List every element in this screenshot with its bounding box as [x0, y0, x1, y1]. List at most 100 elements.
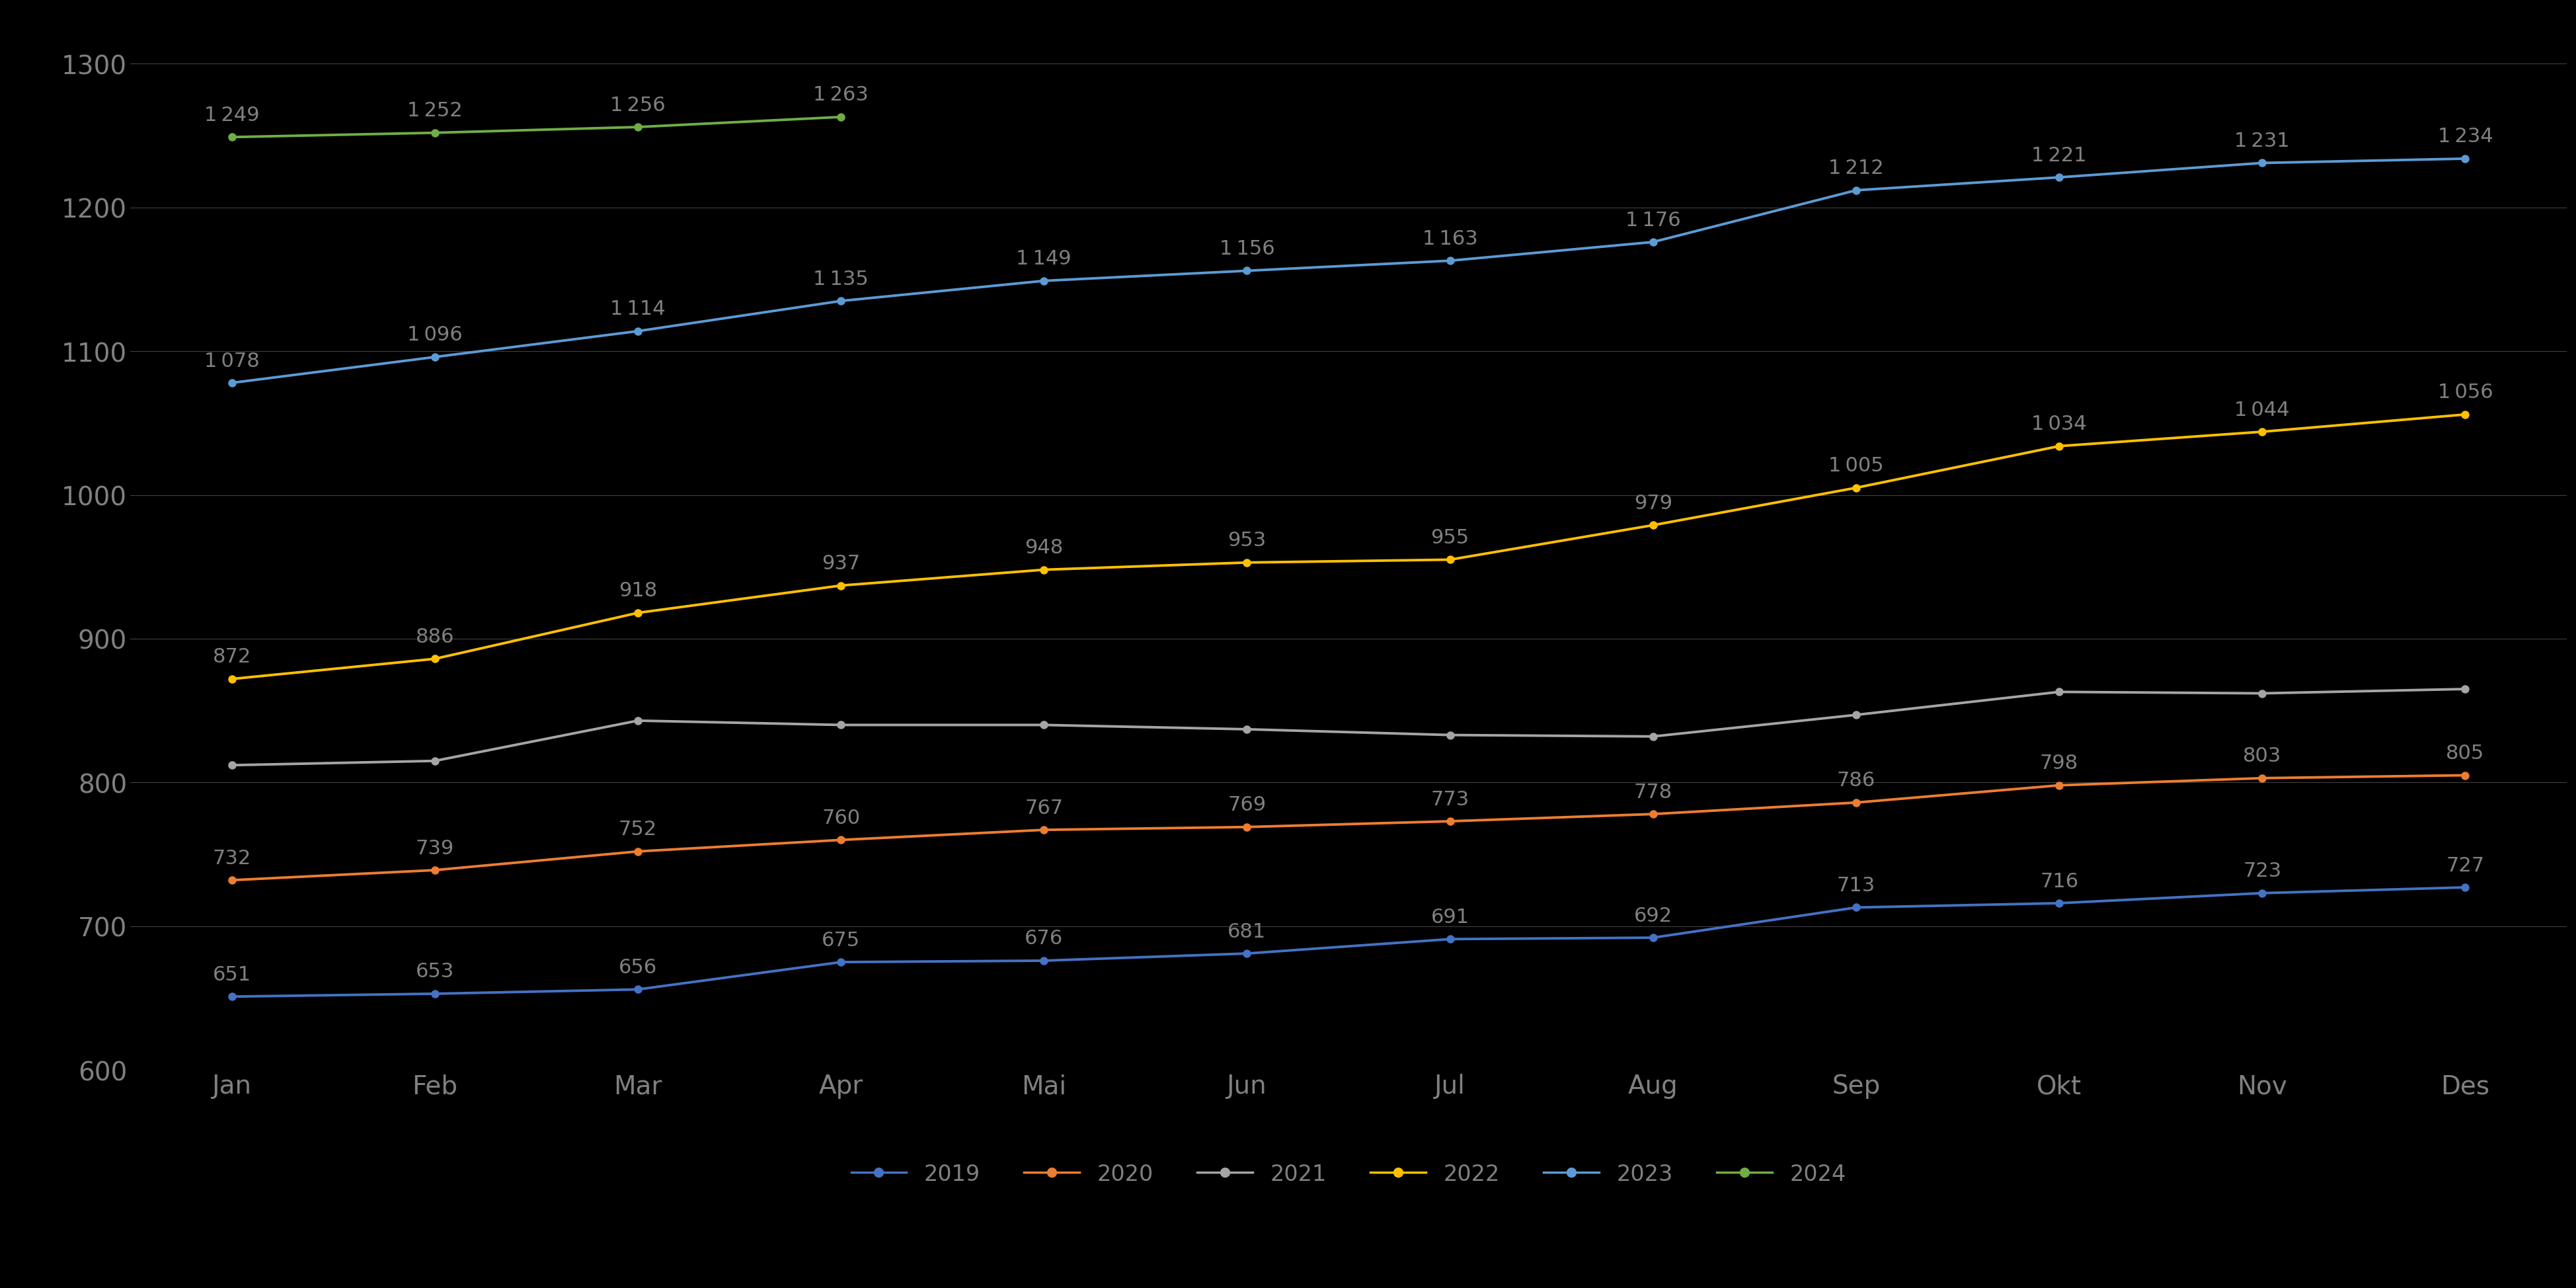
Text: 948: 948 — [1025, 538, 1064, 558]
2022 — [1638, 518, 1669, 533]
2021 — [824, 717, 855, 733]
Text: 739: 739 — [415, 838, 453, 858]
Text: 803: 803 — [2241, 746, 2280, 765]
Text: 872: 872 — [211, 648, 250, 666]
Text: 1 078: 1 078 — [204, 352, 260, 371]
2023 — [2043, 170, 2074, 185]
2023 — [1638, 234, 1669, 250]
Text: 1 005: 1 005 — [1829, 456, 1883, 475]
Text: 805: 805 — [2445, 743, 2483, 762]
Text: 651: 651 — [214, 965, 250, 984]
2021 — [1231, 721, 1262, 737]
2020 — [1028, 822, 1059, 837]
2019 — [216, 989, 247, 1005]
Text: 918: 918 — [618, 581, 657, 600]
Text: 1 135: 1 135 — [814, 269, 868, 289]
2021 — [1028, 717, 1059, 733]
Text: 760: 760 — [822, 808, 860, 827]
2022 — [623, 605, 654, 621]
Text: 1 114: 1 114 — [611, 300, 665, 318]
Text: 937: 937 — [822, 554, 860, 573]
Line: 2023: 2023 — [229, 156, 2468, 386]
2023 — [1839, 183, 1870, 198]
2021 — [1839, 707, 1870, 723]
Text: 1 096: 1 096 — [407, 326, 461, 345]
2020 — [216, 873, 247, 889]
2019 — [2043, 895, 2074, 911]
2023 — [1231, 264, 1262, 279]
2020 — [824, 832, 855, 848]
2021 — [2246, 687, 2277, 702]
2023 — [420, 350, 451, 366]
2020 — [1638, 806, 1669, 822]
Text: 1 034: 1 034 — [2030, 415, 2087, 434]
2023 — [216, 376, 247, 392]
2021 — [420, 753, 451, 769]
Text: 798: 798 — [2040, 753, 2079, 773]
Text: 767: 767 — [1025, 799, 1064, 818]
Line: 2020: 2020 — [229, 772, 2468, 884]
Text: 713: 713 — [1837, 876, 1875, 895]
Text: 786: 786 — [1837, 770, 1875, 790]
Text: 1 156: 1 156 — [1218, 240, 1275, 259]
Text: 1 231: 1 231 — [2233, 131, 2290, 151]
Text: 979: 979 — [1633, 493, 1672, 513]
2021 — [1638, 729, 1669, 744]
2021 — [2043, 684, 2074, 699]
2022 — [2450, 407, 2481, 422]
2022 — [2043, 439, 2074, 455]
2019 — [1435, 931, 1466, 947]
Text: 752: 752 — [618, 819, 657, 838]
Text: 886: 886 — [415, 627, 453, 647]
2022 — [1231, 555, 1262, 571]
2023 — [824, 294, 855, 309]
Text: 953: 953 — [1226, 531, 1265, 550]
Text: 681: 681 — [1226, 922, 1265, 940]
2022 — [824, 578, 855, 594]
Text: 1 163: 1 163 — [1422, 229, 1476, 249]
2022 — [1435, 553, 1466, 568]
Text: 656: 656 — [618, 957, 657, 976]
2022 — [420, 652, 451, 667]
2019 — [420, 987, 451, 1002]
2020 — [1231, 819, 1262, 835]
2023 — [623, 323, 654, 339]
2019 — [623, 981, 654, 997]
Text: 1 221: 1 221 — [2030, 146, 2087, 165]
Line: 2022: 2022 — [229, 411, 2468, 683]
2019 — [2246, 886, 2277, 902]
Text: 1 234: 1 234 — [2437, 128, 2491, 147]
2019 — [1028, 953, 1059, 969]
2019 — [824, 954, 855, 970]
2021 — [1435, 728, 1466, 743]
Text: 1 149: 1 149 — [1015, 250, 1072, 268]
2022 — [1839, 480, 1870, 496]
2023 — [2246, 156, 2277, 171]
Text: 653: 653 — [415, 962, 453, 981]
2024 — [216, 130, 247, 146]
Text: 1 056: 1 056 — [2437, 383, 2491, 402]
Text: 1 256: 1 256 — [611, 95, 665, 115]
Text: 955: 955 — [1430, 528, 1468, 547]
2023 — [1435, 254, 1466, 269]
2019 — [1839, 900, 1870, 916]
2020 — [1839, 795, 1870, 810]
2020 — [2043, 778, 2074, 793]
2023 — [2450, 152, 2481, 167]
2024 — [824, 109, 855, 125]
Text: 1 212: 1 212 — [1829, 158, 1883, 178]
Text: 1 263: 1 263 — [814, 85, 868, 104]
2021 — [2450, 681, 2481, 697]
Text: 1 044: 1 044 — [2233, 401, 2290, 420]
2021 — [216, 757, 247, 773]
Text: 675: 675 — [822, 930, 860, 949]
Text: 778: 778 — [1633, 782, 1672, 801]
2020 — [1435, 814, 1466, 829]
2019 — [1231, 945, 1262, 961]
2020 — [2246, 770, 2277, 786]
Text: 773: 773 — [1430, 790, 1468, 809]
2020 — [420, 863, 451, 878]
Text: 723: 723 — [2241, 862, 2280, 881]
Text: 1 176: 1 176 — [1625, 210, 1680, 229]
Line: 2024: 2024 — [229, 113, 845, 142]
